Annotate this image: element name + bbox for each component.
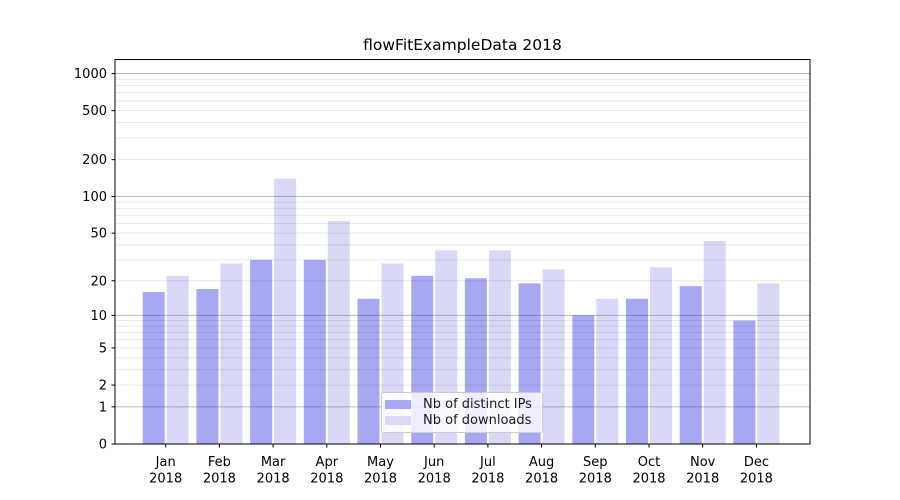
plot-border xyxy=(114,59,811,445)
bar-downloads-mar xyxy=(274,178,297,444)
x-tick-label-year-may: 2018 xyxy=(364,472,397,487)
bar-downloads-dec xyxy=(757,283,780,444)
bar-downloads-apr xyxy=(327,221,350,444)
bar-downloads-feb xyxy=(220,263,243,444)
legend-label-distinct-ips: Nb of distinct IPs xyxy=(423,397,532,412)
legend-swatch-distinct-ips xyxy=(385,400,411,409)
legend: Nb of distinct IPs Nb of downloads xyxy=(381,392,543,433)
legend-item-distinct-ips: Nb of distinct IPs xyxy=(385,398,536,411)
bar-downloads-oct xyxy=(650,267,672,444)
y-tick-label: 1000 xyxy=(74,67,107,82)
x-tick-label-month-mar: Mar xyxy=(261,455,286,470)
y-tick-label: 20 xyxy=(90,274,107,289)
y-tick-label: 100 xyxy=(82,190,107,205)
chart-title: flowFitExampleData 2018 xyxy=(363,36,562,54)
y-tick-label: 1 xyxy=(99,400,107,415)
bar-distinct-ips-may xyxy=(357,298,380,444)
bar-distinct-ips-apr xyxy=(303,259,326,444)
x-tick-label-year-jul: 2018 xyxy=(471,472,504,487)
bar-distinct-ips-nov xyxy=(679,286,702,444)
x-tick-label-year-aug: 2018 xyxy=(525,472,558,487)
x-tick-label-month-dec: Dec xyxy=(744,455,769,470)
x-tick-label-year-mar: 2018 xyxy=(257,472,290,487)
x-tick-label-month-jan: Jan xyxy=(155,455,176,470)
bar-distinct-ips-sep xyxy=(572,315,595,444)
bar-downloads-jan xyxy=(166,275,189,444)
legend-label-downloads: Nb of downloads xyxy=(423,413,532,428)
bar-downloads-nov xyxy=(703,241,726,444)
legend-item-downloads: Nb of downloads xyxy=(385,414,536,427)
x-tick-label-month-apr: Apr xyxy=(316,455,339,470)
y-tick-label: 10 xyxy=(90,309,107,324)
legend-swatch-downloads xyxy=(385,416,411,425)
x-tick-label-month-aug: Aug xyxy=(529,455,554,470)
x-tick-label-year-jan: 2018 xyxy=(149,472,182,487)
x-tick-label-year-sep: 2018 xyxy=(579,472,612,487)
x-tick-label-year-jun: 2018 xyxy=(418,472,451,487)
x-tick-label-year-oct: 2018 xyxy=(632,472,665,487)
y-tick-label: 500 xyxy=(82,104,107,119)
x-tick-label-month-feb: Feb xyxy=(208,455,231,470)
x-tick-label-month-oct: Oct xyxy=(638,455,660,470)
x-tick-label-year-nov: 2018 xyxy=(686,472,719,487)
x-tick-label-month-nov: Nov xyxy=(690,455,716,470)
x-tick-label-year-feb: 2018 xyxy=(203,472,236,487)
y-tick-label: 5 xyxy=(99,341,107,356)
y-tick-label: 50 xyxy=(90,227,107,242)
bar-distinct-ips-feb xyxy=(196,289,219,444)
y-tick-label: 200 xyxy=(82,153,107,168)
y-tick-label: 2 xyxy=(99,379,107,394)
x-tick-label-month-jul: Jul xyxy=(479,455,496,470)
x-tick-label-year-apr: 2018 xyxy=(310,472,343,487)
x-tick-label-year-dec: 2018 xyxy=(740,472,773,487)
x-tick-label-month-sep: Sep xyxy=(583,455,608,470)
bar-distinct-ips-jan xyxy=(142,292,165,444)
y-tick-label: 0 xyxy=(99,438,107,453)
bar-distinct-ips-dec xyxy=(733,320,756,444)
bar-distinct-ips-oct xyxy=(626,298,648,444)
bar-distinct-ips-mar xyxy=(250,259,273,444)
bar-downloads-aug xyxy=(542,269,565,444)
x-tick-label-month-jun: Jun xyxy=(423,455,444,470)
x-tick-label-month-may: May xyxy=(367,455,394,470)
bar-downloads-sep xyxy=(596,298,619,444)
